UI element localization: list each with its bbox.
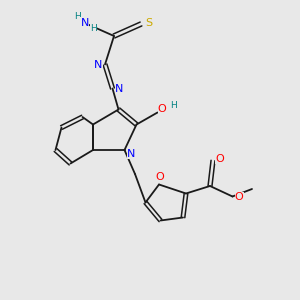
Text: O: O bbox=[215, 154, 224, 164]
Text: N: N bbox=[115, 83, 123, 94]
Text: S: S bbox=[145, 17, 152, 28]
Text: N: N bbox=[94, 59, 103, 70]
Text: H: H bbox=[170, 101, 176, 110]
Text: H: H bbox=[74, 12, 81, 21]
Text: O: O bbox=[235, 192, 244, 202]
Text: O: O bbox=[155, 172, 164, 182]
Text: N: N bbox=[80, 17, 89, 28]
Text: N: N bbox=[127, 148, 135, 159]
Text: O: O bbox=[158, 104, 166, 115]
Text: H: H bbox=[90, 24, 97, 33]
